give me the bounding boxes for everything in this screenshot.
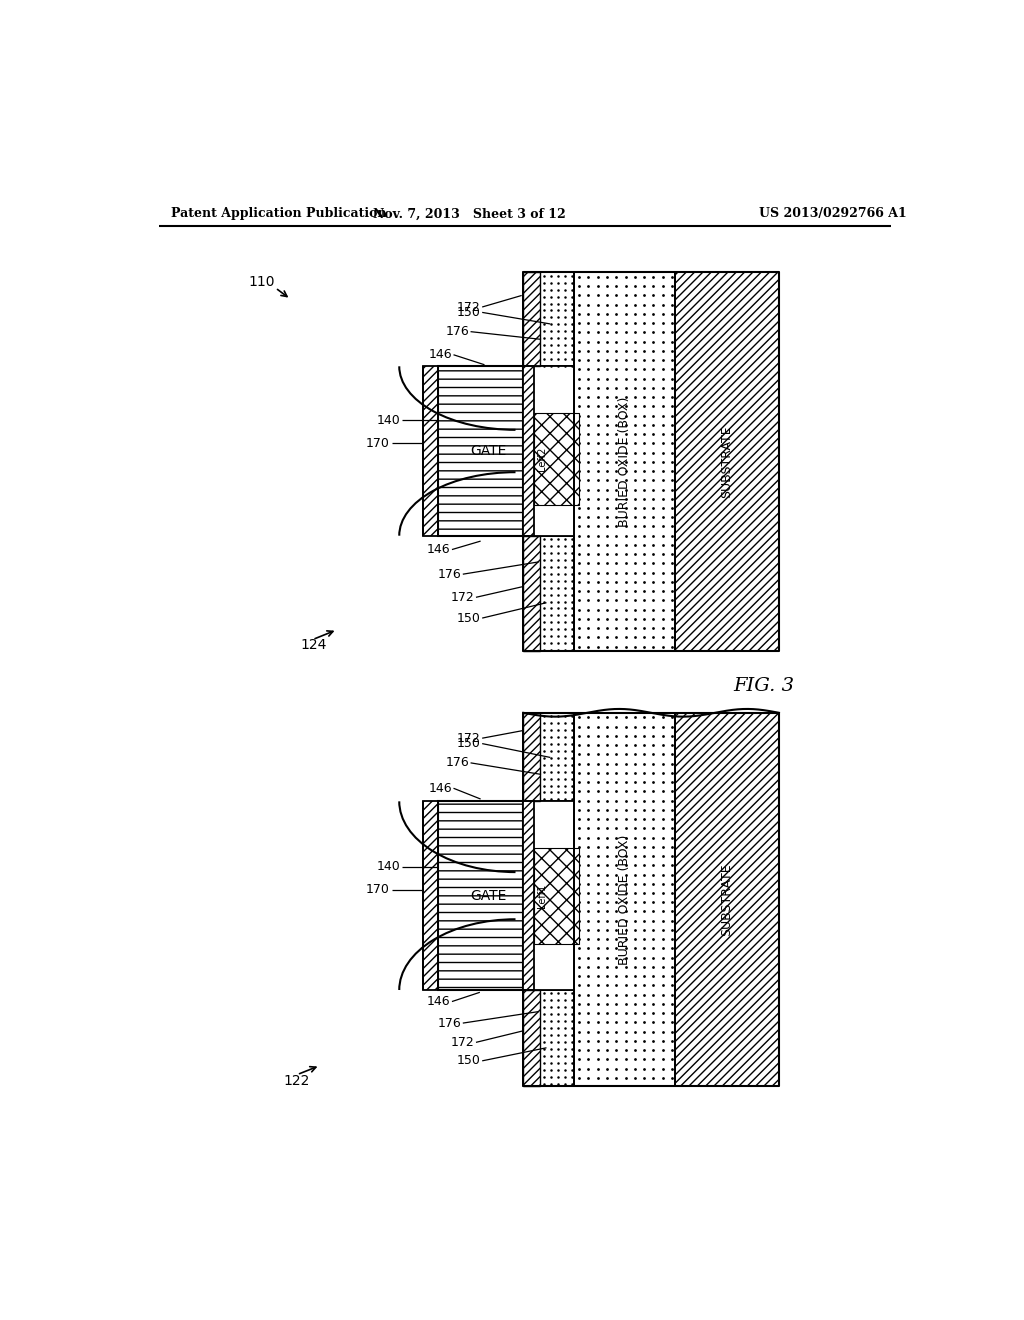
Text: 170: 170 (366, 437, 390, 450)
Bar (675, 272, 779, 651)
Text: GATE: GATE (470, 444, 507, 458)
Text: SUBSTRATE: SUBSTRATE (721, 863, 733, 936)
Text: 140: 140 (377, 413, 400, 426)
Text: FIG. 3: FIG. 3 (733, 677, 794, 694)
Text: 150: 150 (457, 611, 480, 624)
Text: 150: 150 (457, 737, 480, 750)
Bar (535, 847, 579, 944)
Bar (574, 713, 675, 1086)
Text: 176: 176 (445, 756, 469, 770)
Text: Leff1: Leff1 (537, 883, 547, 908)
Text: Patent Application Publication: Patent Application Publication (171, 207, 386, 220)
Bar (523, 536, 574, 651)
Bar (438, 367, 523, 536)
Bar (535, 412, 579, 504)
Text: 150: 150 (457, 1055, 480, 1068)
Text: BURIED OXIDE (BOX): BURIED OXIDE (BOX) (618, 834, 631, 965)
Text: SUBSTRATE: SUBSTRATE (721, 425, 733, 498)
Text: 110: 110 (249, 275, 275, 289)
Bar (523, 367, 535, 536)
Text: 124: 124 (300, 638, 327, 652)
Text: 170: 170 (366, 883, 390, 896)
Text: Leff2: Leff2 (537, 446, 547, 471)
Text: US 2013/0292766 A1: US 2013/0292766 A1 (760, 207, 907, 220)
Text: BURIED OXIDE (BOX): BURIED OXIDE (BOX) (618, 396, 631, 527)
Text: GATE: GATE (470, 888, 507, 903)
Bar (438, 801, 523, 990)
Bar (675, 713, 779, 1086)
Text: 122: 122 (283, 1074, 309, 1088)
Bar (523, 713, 574, 801)
Bar (574, 272, 675, 651)
Text: 172: 172 (457, 731, 480, 744)
Text: 176: 176 (437, 1016, 461, 1030)
Text: 146: 146 (428, 348, 452, 362)
Bar (523, 713, 541, 801)
Text: 176: 176 (437, 568, 461, 581)
Bar (523, 272, 541, 367)
Bar (523, 801, 535, 990)
Bar (535, 367, 574, 536)
Bar (523, 272, 574, 367)
Text: 146: 146 (428, 781, 452, 795)
Bar (523, 990, 541, 1086)
Bar (523, 990, 574, 1086)
Bar (423, 367, 438, 536)
Text: 172: 172 (451, 591, 474, 603)
Text: 146: 146 (427, 543, 451, 556)
Text: 150: 150 (457, 306, 480, 319)
Text: 172: 172 (451, 1036, 474, 1049)
Bar (535, 801, 574, 990)
Text: 176: 176 (445, 325, 469, 338)
Text: 172: 172 (457, 301, 480, 314)
Text: Nov. 7, 2013   Sheet 3 of 12: Nov. 7, 2013 Sheet 3 of 12 (373, 207, 565, 220)
Bar (523, 536, 541, 651)
Text: 140: 140 (377, 861, 400, 874)
Bar (423, 801, 438, 990)
Text: 146: 146 (427, 995, 451, 1008)
